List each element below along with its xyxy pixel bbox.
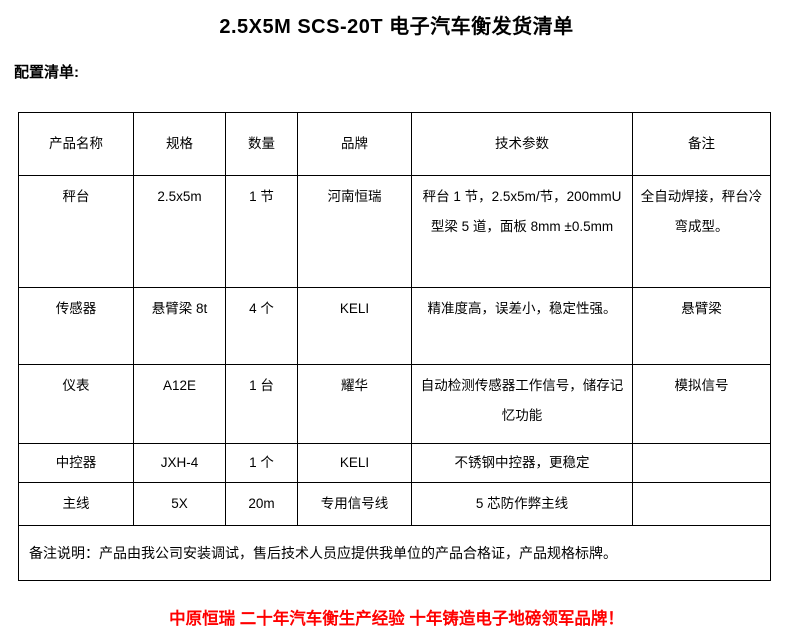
cell-technical-parameters: 不锈钢中控器，更稳定 (411, 443, 633, 483)
cell-specification: 5X (133, 482, 226, 526)
cell-technical-parameters: 精准度高，误差小，稳定性强。 (411, 287, 633, 365)
table-row: 中控器 JXH-4 1 个 KELI 不锈钢中控器，更稳定 (18, 443, 771, 483)
table-note-row: 备注说明：产品由我公司安装调试，售后技术人员应提供我单位的产品合格证，产品规格标… (18, 525, 771, 581)
cell-specification: A12E (133, 364, 226, 444)
cell-product-name: 传感器 (18, 287, 134, 365)
cell-specification: 2.5x5m (133, 175, 226, 288)
cell-remarks: 模拟信号 (632, 364, 771, 444)
column-header-technical-parameters: 技术参数 (411, 112, 633, 176)
cell-remarks (632, 482, 771, 526)
cell-specification: 悬臂梁 8t (133, 287, 226, 365)
cell-brand: 河南恒瑞 (297, 175, 412, 288)
column-header-brand: 品牌 (297, 112, 412, 176)
remarks-note-text: 备注说明：产品由我公司安装调试，售后技术人员应提供我单位的产品合格证，产品规格标… (18, 525, 771, 581)
cell-quantity: 20m (225, 482, 298, 526)
cell-product-name: 中控器 (18, 443, 134, 483)
cell-remarks: 悬臂梁 (632, 287, 771, 365)
cell-quantity: 1 台 (225, 364, 298, 444)
cell-brand: KELI (297, 443, 412, 483)
column-header-specification: 规格 (133, 112, 226, 176)
table-row: 秤台 2.5x5m 1 节 河南恒瑞 秤台 1 节，2.5x5m/节，200mm… (18, 175, 771, 288)
cell-specification: JXH-4 (133, 443, 226, 483)
table-row: 主线 5X 20m 专用信号线 5 芯防作弊主线 (18, 482, 771, 526)
cell-technical-parameters: 5 芯防作弊主线 (411, 482, 633, 526)
table-header-row: 产品名称 规格 数量 品牌 技术参数 备注 (18, 112, 771, 176)
cell-quantity: 4 个 (225, 287, 298, 365)
cell-technical-parameters: 秤台 1 节，2.5x5m/节，200mmU 型梁 5 道，面板 8mm ±0.… (411, 175, 633, 288)
cell-remarks: 全自动焊接，秤台冷弯成型。 (632, 175, 771, 288)
cell-product-name: 仪表 (18, 364, 134, 444)
config-list-label: 配置清单: (14, 64, 79, 81)
table-row: 仪表 A12E 1 台 耀华 自动检测传感器工作信号，储存记忆功能 模拟信号 (18, 364, 771, 444)
cell-quantity: 1 个 (225, 443, 298, 483)
cell-remarks (632, 443, 771, 483)
cell-product-name: 秤台 (18, 175, 134, 288)
column-header-remarks: 备注 (632, 112, 771, 176)
column-header-quantity: 数量 (225, 112, 298, 176)
cell-brand: KELI (297, 287, 412, 365)
cell-technical-parameters: 自动检测传感器工作信号，储存记忆功能 (411, 364, 633, 444)
company-slogan: 中原恒瑞 二十年汽车衡生产经验 十年铸造电子地磅领军品牌！ (169, 610, 624, 628)
column-header-product-name: 产品名称 (18, 112, 134, 176)
page-title: 2.5X5M SCS-20T 电子汽车衡发货清单 (219, 16, 574, 38)
table-row: 传感器 悬臂梁 8t 4 个 KELI 精准度高，误差小，稳定性强。 悬臂梁 (18, 287, 771, 365)
cell-brand: 耀华 (297, 364, 412, 444)
cell-brand: 专用信号线 (297, 482, 412, 526)
cell-product-name: 主线 (18, 482, 134, 526)
specification-table: 产品名称 规格 数量 品牌 技术参数 备注 秤台 2.5x5m 1 节 河南恒瑞… (18, 112, 771, 581)
cell-quantity: 1 节 (225, 175, 298, 288)
